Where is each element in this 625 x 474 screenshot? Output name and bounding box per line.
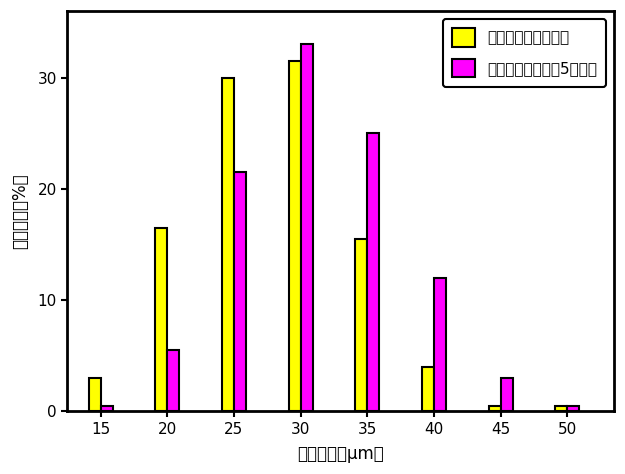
- Bar: [89, 378, 101, 411]
- Bar: [355, 239, 367, 411]
- Bar: [434, 278, 446, 411]
- Y-axis label: 筋肉線維（%）: 筋肉線維（%）: [11, 173, 29, 249]
- Bar: [568, 406, 579, 411]
- Bar: [501, 378, 512, 411]
- Bar: [489, 406, 501, 411]
- Bar: [101, 406, 112, 411]
- Bar: [422, 367, 434, 411]
- Bar: [289, 61, 301, 411]
- X-axis label: 線維直径（μm）: 線維直径（μm）: [298, 445, 384, 463]
- Bar: [555, 406, 568, 411]
- Bar: [234, 172, 246, 411]
- Bar: [222, 78, 234, 411]
- Bar: [168, 350, 179, 411]
- Bar: [301, 45, 312, 411]
- Legend: ウルソール酸摂取前, ウルソール酸摂叕5週間後: ウルソール酸摂取前, ウルソール酸摂叕5週間後: [442, 19, 606, 87]
- Bar: [155, 228, 168, 411]
- Bar: [368, 133, 379, 411]
